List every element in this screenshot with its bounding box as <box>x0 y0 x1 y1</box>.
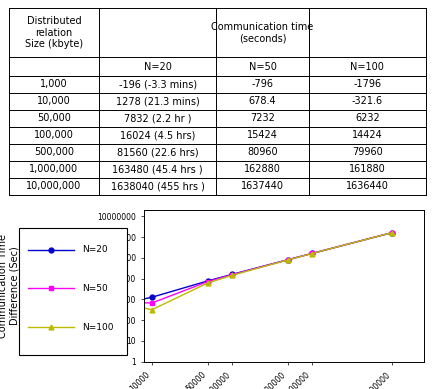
Text: N=50: N=50 <box>82 284 108 293</box>
Text: -321.6: -321.6 <box>352 96 383 106</box>
N=100 <box>149 307 155 312</box>
N=100 <box>229 273 235 278</box>
N=50 <box>149 301 155 305</box>
Text: N=20: N=20 <box>144 61 172 72</box>
Text: 1278 (21.3 mins): 1278 (21.3 mins) <box>116 96 200 106</box>
N=20 <box>69 312 75 317</box>
Text: 100,000: 100,000 <box>34 130 74 140</box>
N=50 <box>309 251 315 256</box>
Line: N=50: N=50 <box>69 230 395 305</box>
Text: 50,000: 50,000 <box>37 113 71 123</box>
Text: 163480 (45.4 hrs ): 163480 (45.4 hrs ) <box>112 164 203 174</box>
N=20 <box>285 258 291 262</box>
Text: 16024 (4.5 hrs): 16024 (4.5 hrs) <box>120 130 195 140</box>
N=100 <box>205 280 211 285</box>
Text: 7832 (2.2 hr ): 7832 (2.2 hr ) <box>124 113 191 123</box>
Text: 1638040 (455 hrs ): 1638040 (455 hrs ) <box>111 181 205 191</box>
N=20 <box>389 230 395 235</box>
Text: 14424: 14424 <box>352 130 383 140</box>
N=20 <box>149 295 155 300</box>
Text: 162880: 162880 <box>244 164 281 174</box>
Line: N=100: N=100 <box>69 230 395 312</box>
Text: 161880: 161880 <box>349 164 386 174</box>
Text: 500,000: 500,000 <box>34 147 74 157</box>
Text: 10,000: 10,000 <box>37 96 71 106</box>
N=20 <box>229 272 235 277</box>
N=100 <box>285 258 291 262</box>
Text: 15424: 15424 <box>247 130 278 140</box>
N=100 <box>389 230 395 235</box>
Text: 678.4: 678.4 <box>249 96 276 106</box>
Text: 1637440: 1637440 <box>241 181 284 191</box>
Text: N=100: N=100 <box>82 323 113 332</box>
Text: 81560 (22.6 hrs): 81560 (22.6 hrs) <box>117 147 198 157</box>
Text: -196 (-3.3 mins): -196 (-3.3 mins) <box>118 79 197 89</box>
Text: Communication Time
Difference (Sec): Communication Time Difference (Sec) <box>0 234 20 338</box>
Text: 79960: 79960 <box>352 147 383 157</box>
Line: N=20: N=20 <box>69 230 395 317</box>
Text: N=50: N=50 <box>249 61 277 72</box>
Text: Communication time
(seconds): Communication time (seconds) <box>212 22 314 43</box>
N=50 <box>285 258 291 262</box>
Text: 1,000: 1,000 <box>40 79 68 89</box>
FancyBboxPatch shape <box>19 228 127 355</box>
Text: N=20: N=20 <box>82 245 107 254</box>
N=20 <box>309 251 315 256</box>
Text: 6232: 6232 <box>355 113 380 123</box>
N=50 <box>229 272 235 277</box>
N=20 <box>205 279 211 283</box>
Text: 7232: 7232 <box>250 113 275 123</box>
N=50 <box>389 230 395 235</box>
Text: 1636440: 1636440 <box>346 181 389 191</box>
Text: -1796: -1796 <box>354 79 382 89</box>
Text: 1,000,000: 1,000,000 <box>29 164 78 174</box>
Text: N=100: N=100 <box>350 61 385 72</box>
N=100 <box>69 292 75 296</box>
Text: -796: -796 <box>252 79 274 89</box>
Text: 10,000,000: 10,000,000 <box>26 181 81 191</box>
N=50 <box>69 299 75 304</box>
Text: 80960: 80960 <box>247 147 278 157</box>
N=100 <box>309 251 315 256</box>
Text: Distributed
relation
Size (kbyte): Distributed relation Size (kbyte) <box>25 16 83 49</box>
N=50 <box>205 279 211 284</box>
